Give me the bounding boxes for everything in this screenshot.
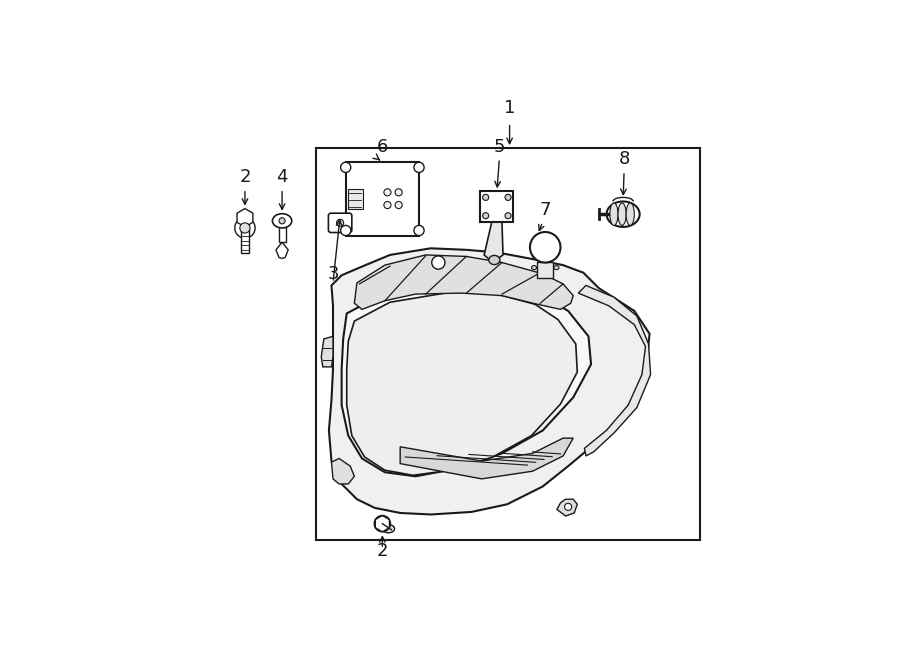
Circle shape xyxy=(279,217,285,224)
Circle shape xyxy=(482,213,489,219)
Circle shape xyxy=(239,223,250,233)
Bar xyxy=(316,148,700,540)
Polygon shape xyxy=(331,459,355,484)
Text: 4: 4 xyxy=(276,168,288,186)
Polygon shape xyxy=(342,283,591,477)
Circle shape xyxy=(564,503,572,510)
Circle shape xyxy=(340,163,351,173)
Bar xyxy=(346,163,419,235)
Text: 1: 1 xyxy=(504,100,516,118)
Text: 7: 7 xyxy=(539,202,551,219)
Polygon shape xyxy=(579,286,651,456)
Polygon shape xyxy=(557,499,577,516)
Text: 5: 5 xyxy=(494,137,505,156)
Ellipse shape xyxy=(532,266,536,270)
Circle shape xyxy=(384,189,391,196)
Polygon shape xyxy=(400,438,573,479)
Circle shape xyxy=(414,225,424,235)
Circle shape xyxy=(340,225,351,235)
Ellipse shape xyxy=(618,203,626,225)
Text: 8: 8 xyxy=(618,151,630,169)
Ellipse shape xyxy=(489,255,500,264)
Polygon shape xyxy=(484,222,503,262)
Polygon shape xyxy=(328,249,650,514)
Bar xyxy=(537,262,554,278)
Ellipse shape xyxy=(610,203,618,225)
Circle shape xyxy=(337,219,344,227)
Polygon shape xyxy=(321,336,333,367)
Circle shape xyxy=(395,202,402,209)
Ellipse shape xyxy=(273,214,292,228)
Bar xyxy=(348,189,363,209)
Circle shape xyxy=(482,194,489,200)
Bar xyxy=(481,191,513,222)
Circle shape xyxy=(395,189,402,196)
Text: 2: 2 xyxy=(376,542,388,561)
Text: 3: 3 xyxy=(328,265,338,283)
Polygon shape xyxy=(355,255,573,309)
Circle shape xyxy=(384,202,391,209)
Circle shape xyxy=(414,163,424,173)
Circle shape xyxy=(505,194,511,200)
Bar xyxy=(241,228,249,253)
Ellipse shape xyxy=(554,266,559,270)
Text: 2: 2 xyxy=(239,168,251,186)
Circle shape xyxy=(530,232,561,262)
Circle shape xyxy=(235,217,255,238)
Bar xyxy=(278,221,285,242)
Ellipse shape xyxy=(626,203,634,225)
Circle shape xyxy=(505,213,511,219)
Text: 6: 6 xyxy=(377,137,388,156)
Ellipse shape xyxy=(382,525,394,533)
FancyBboxPatch shape xyxy=(328,214,352,233)
Polygon shape xyxy=(346,292,577,475)
Circle shape xyxy=(432,256,445,269)
Ellipse shape xyxy=(607,202,640,227)
